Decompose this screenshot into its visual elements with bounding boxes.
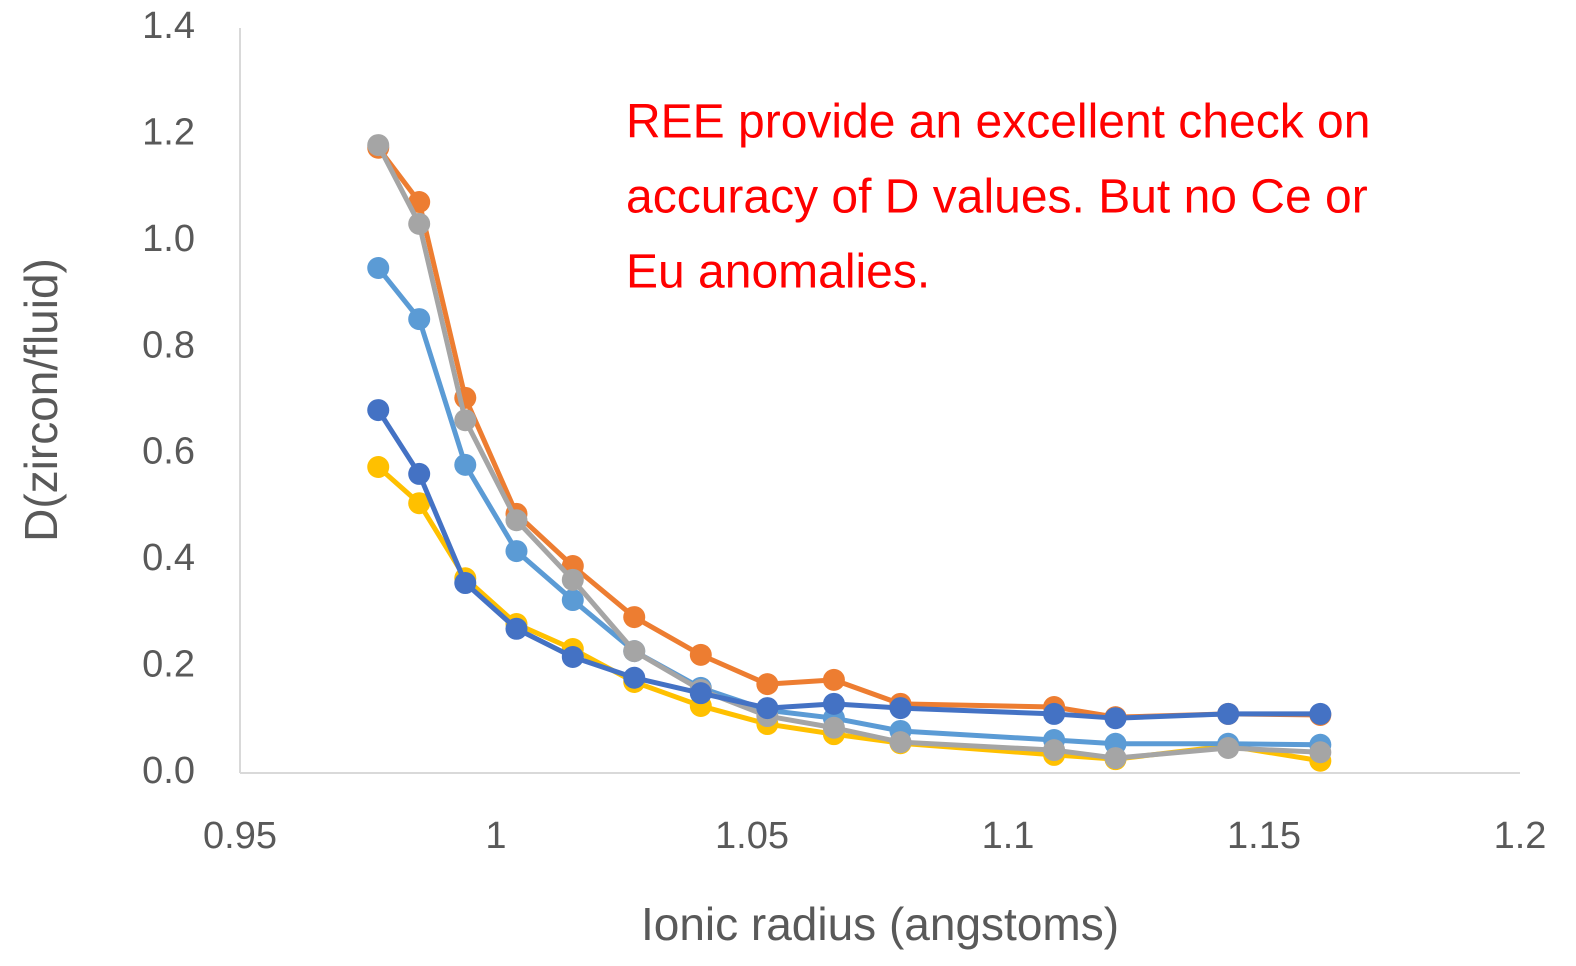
annotation: Eu anomalies. <box>626 246 930 299</box>
data-point <box>367 456 390 479</box>
y-tick-label: 0.4 <box>142 537 195 579</box>
x-axis-label: Ionic radius (angstoms) <box>641 898 1119 950</box>
y-tick-label: 0.2 <box>142 644 195 686</box>
data-point <box>408 308 431 331</box>
data-point <box>889 731 912 754</box>
y-tick-label: 1.4 <box>142 5 195 47</box>
x-tick-label: 0.95 <box>203 815 277 857</box>
data-point <box>889 697 912 720</box>
data-point <box>454 409 477 432</box>
x-tick-label: 1 <box>485 815 506 857</box>
y-tick-label: 0.6 <box>142 431 195 473</box>
data-point <box>561 645 584 668</box>
y-tick-label: 0.8 <box>142 324 195 366</box>
y-axis-label: D(zircon/fluid) <box>15 258 67 542</box>
data-point <box>623 640 646 663</box>
x-tick-label: 1.15 <box>1227 815 1301 857</box>
data-point <box>1043 702 1066 725</box>
series-line <box>376 408 1321 721</box>
data-point <box>689 682 712 705</box>
y-tick-label: 1.2 <box>142 111 195 153</box>
data-point <box>561 589 584 612</box>
data-point <box>454 572 477 595</box>
data-point <box>408 191 431 214</box>
x-tick-label: 1.2 <box>1494 815 1547 857</box>
data-point <box>689 643 712 666</box>
data-point <box>1043 739 1066 762</box>
data-point <box>367 134 390 157</box>
data-point <box>1309 741 1332 764</box>
data-point <box>1104 707 1127 730</box>
data-point <box>1104 747 1127 770</box>
data-point <box>1217 736 1240 759</box>
annotation: accuracy of D values. But no Ce or <box>626 171 1368 224</box>
data-point <box>408 492 431 515</box>
annotation: REE provide an excellent check on <box>626 96 1370 149</box>
x-tick-label: 1.1 <box>982 815 1035 857</box>
data-point <box>756 697 779 720</box>
data-point <box>623 666 646 689</box>
data-point <box>408 212 431 235</box>
data-point <box>822 692 845 715</box>
data-point <box>1217 702 1240 725</box>
data-point <box>505 617 528 640</box>
data-point <box>408 462 431 485</box>
data-point <box>822 716 845 739</box>
data-point <box>505 540 528 563</box>
y-tick-label: 0.0 <box>142 750 195 792</box>
data-point <box>756 673 779 696</box>
data-point <box>367 399 390 422</box>
data-point <box>1309 702 1332 725</box>
series-line <box>376 143 1321 761</box>
data-point <box>623 606 646 629</box>
data-point <box>454 453 477 476</box>
y-tick-label: 1.0 <box>142 218 195 260</box>
data-point <box>822 668 845 691</box>
data-point <box>367 256 390 279</box>
x-tick-label: 1.05 <box>715 815 789 857</box>
data-point <box>561 568 584 591</box>
data-point <box>505 509 528 532</box>
